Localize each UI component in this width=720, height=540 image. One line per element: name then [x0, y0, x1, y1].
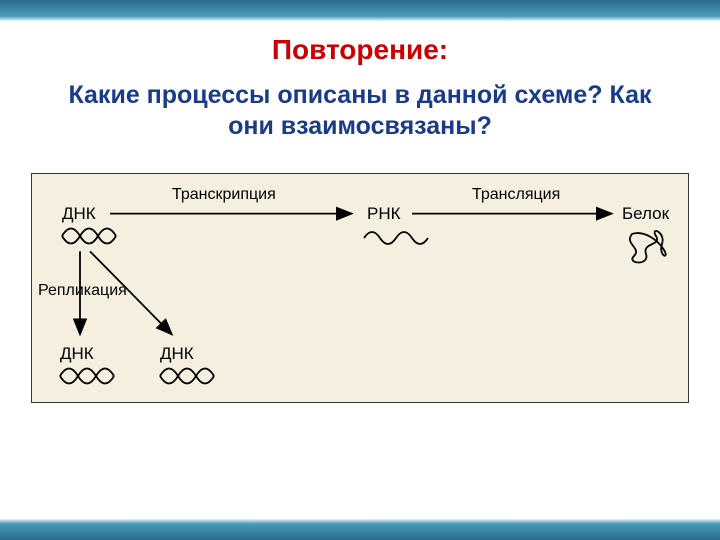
- dna-helix-icon: [60, 226, 122, 246]
- dna-helix-icon: [158, 366, 220, 386]
- node-dna2: ДНК: [60, 344, 94, 364]
- arrows-layer: [32, 174, 688, 402]
- node-dna3: ДНК: [160, 344, 194, 364]
- edge-label: Репликация: [38, 282, 127, 300]
- flow-diagram: ДНК РНК Белок ДНК ДНК Транскрипция Трансляц…: [31, 173, 689, 403]
- node-protein: Белок: [622, 204, 669, 224]
- dna-helix-icon: [58, 366, 120, 386]
- question-text: Какие процессы описаны в данной схеме? К…: [25, 80, 695, 143]
- edge-label: Трансляция: [472, 186, 560, 204]
- node-rna: РНК: [367, 204, 401, 224]
- rna-wave-icon: [362, 226, 432, 246]
- protein-fold-icon: [622, 226, 672, 268]
- node-dna1: ДНК: [62, 204, 96, 224]
- edge-label: Транскрипция: [172, 186, 276, 204]
- slide-content: Повторение: Какие процессы описаны в дан…: [25, 22, 695, 518]
- page-title: Повторение:: [25, 34, 695, 66]
